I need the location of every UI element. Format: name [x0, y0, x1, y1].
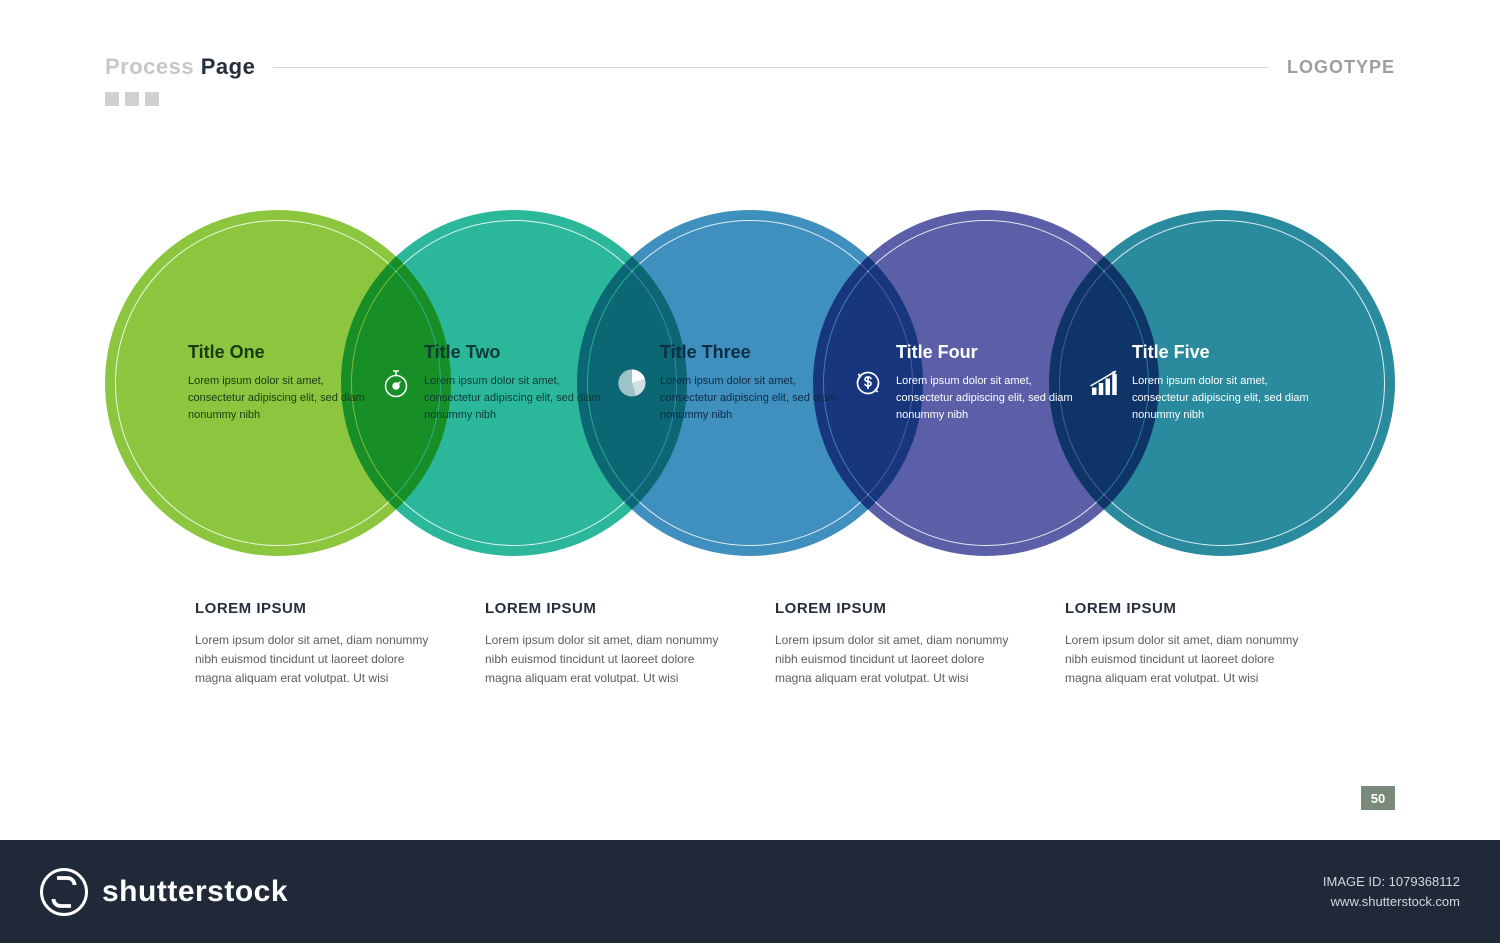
column-title: LOREM IPSUM	[1065, 600, 1305, 617]
column-body: Lorem ipsum dolor sit amet, diam nonummy…	[485, 631, 725, 689]
circle-body: Lorem ipsum dolor sit amet, consectetur …	[424, 373, 604, 424]
column-title: LOREM IPSUM	[485, 600, 725, 617]
venn-process-diagram: Title One Lorem ipsum dolor sit amet, con…	[105, 210, 1395, 556]
footer-site: www.shutterstock.com	[1323, 892, 1460, 912]
description-column-4: LOREM IPSUM Lorem ipsum dolor sit amet, d…	[1065, 600, 1305, 689]
slide: Process Page LOGOTYPE Title One Lorem ips…	[0, 0, 1500, 840]
header-rule	[273, 67, 1269, 68]
circle-content-2: Title Two Lorem ipsum dolor sit amet, con…	[424, 342, 604, 424]
description-column-3: LOREM IPSUM Lorem ipsum dolor sit amet, d…	[775, 600, 1015, 689]
page-number: 50	[1371, 791, 1385, 806]
pie-segments-icon	[612, 363, 652, 403]
circle-title: Title Three	[660, 342, 840, 363]
description-columns: LOREM IPSUM Lorem ipsum dolor sit amet, d…	[195, 600, 1305, 689]
footer-brand: shutterstock	[102, 875, 288, 909]
footer-image-id: IMAGE ID: 1079368112	[1323, 872, 1460, 892]
circle-body: Lorem ipsum dolor sit amet, consectetur …	[660, 373, 840, 424]
stopwatch-gear-icon	[376, 363, 416, 403]
dollar-cycle-icon	[848, 363, 888, 403]
page-title: Process Page	[105, 54, 255, 80]
circle-content-3: Title Three Lorem ipsum dolor sit amet, c…	[660, 342, 840, 424]
circle-body: Lorem ipsum dolor sit amet, consectetur …	[896, 373, 1076, 424]
bar-growth-icon	[1084, 363, 1124, 403]
circle-body: Lorem ipsum dolor sit amet, consectetur …	[188, 373, 368, 424]
circle-body: Lorem ipsum dolor sit amet, consectetur …	[1132, 373, 1312, 424]
circle-content-4: Title Four Lorem ipsum dolor sit amet, co…	[896, 342, 1076, 424]
slide-header: Process Page LOGOTYPE	[105, 54, 1395, 80]
page-title-dark: Page	[201, 54, 256, 79]
column-body: Lorem ipsum dolor sit amet, diam nonummy…	[775, 631, 1015, 689]
column-body: Lorem ipsum dolor sit amet, diam nonummy…	[195, 631, 435, 689]
stock-footer: shutterstock IMAGE ID: 1079368112 www.sh…	[0, 840, 1500, 943]
circle-content-1: Title One Lorem ipsum dolor sit amet, con…	[188, 342, 368, 424]
page-number-badge: 50	[1361, 786, 1395, 810]
circle-title: Title Five	[1132, 342, 1312, 363]
shutterstock-logo-icon	[40, 868, 88, 916]
circle-content-5: Title Five Lorem ipsum dolor sit amet, co…	[1132, 342, 1312, 424]
footer-meta: IMAGE ID: 1079368112 www.shutterstock.co…	[1323, 872, 1460, 911]
column-body: Lorem ipsum dolor sit amet, diam nonummy…	[1065, 631, 1305, 689]
header-decor-squares	[105, 92, 159, 106]
description-column-2: LOREM IPSUM Lorem ipsum dolor sit amet, d…	[485, 600, 725, 689]
description-column-1: LOREM IPSUM Lorem ipsum dolor sit amet, d…	[195, 600, 435, 689]
column-title: LOREM IPSUM	[775, 600, 1015, 617]
circle-title: Title Two	[424, 342, 604, 363]
column-title: LOREM IPSUM	[195, 600, 435, 617]
page-title-light: Process	[105, 54, 201, 79]
circle-title: Title One	[188, 342, 368, 363]
circle-title: Title Four	[896, 342, 1076, 363]
footer-brand-group: shutterstock	[40, 868, 288, 916]
logotype: LOGOTYPE	[1287, 57, 1395, 78]
